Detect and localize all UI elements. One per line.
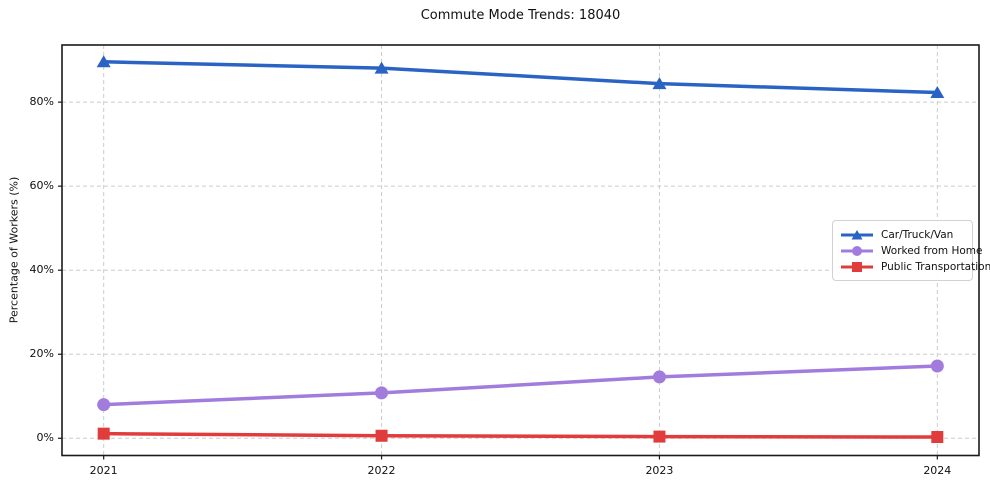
y-tick-label: 0% <box>36 431 54 445</box>
legend-label: Worked from Home <box>881 244 983 257</box>
triangle-legend-marker-icon <box>841 229 873 239</box>
circle-marker <box>375 386 389 400</box>
legend-entry: Worked from Home <box>840 243 982 258</box>
series-line-1 <box>101 364 940 407</box>
triangle-marker <box>96 55 111 68</box>
circle-marker <box>652 370 666 384</box>
legend-label: Public Transportation <box>881 260 990 273</box>
y-tick-label: 80% <box>29 95 54 109</box>
square-marker <box>931 431 944 444</box>
legend-entry: Public Transportation <box>840 259 990 274</box>
circle-marker <box>930 359 944 373</box>
square-marker <box>375 429 388 442</box>
triangle-marker <box>930 85 945 98</box>
square-marker <box>97 427 110 440</box>
x-tick-label: 2023 <box>645 463 674 477</box>
square-legend-marker-icon <box>841 261 873 272</box>
circle-legend-marker-icon <box>841 245 873 256</box>
series-line-2 <box>101 431 940 439</box>
legend-label: Car/Truck/Van <box>881 228 954 241</box>
y-tick-label: 40% <box>29 263 54 277</box>
triangle-marker <box>652 77 667 90</box>
square-marker <box>653 430 666 443</box>
legend-entry: Car/Truck/Van <box>840 227 964 242</box>
y-tick-label: 60% <box>29 179 54 193</box>
y-tick-label: 20% <box>29 347 54 361</box>
x-tick-label: 2022 <box>367 463 396 477</box>
circle-marker <box>97 398 111 412</box>
plot-border <box>61 44 980 457</box>
x-tick-label: 2021 <box>89 463 118 477</box>
legend: Car/Truck/Van Worked from Home Public Tran… <box>832 220 990 281</box>
triangle-marker <box>374 61 389 74</box>
series-line-0 <box>101 60 940 95</box>
x-tick-label: 2024 <box>923 463 952 477</box>
chart-title: Commute Mode Trends: 18040 <box>420 8 621 23</box>
